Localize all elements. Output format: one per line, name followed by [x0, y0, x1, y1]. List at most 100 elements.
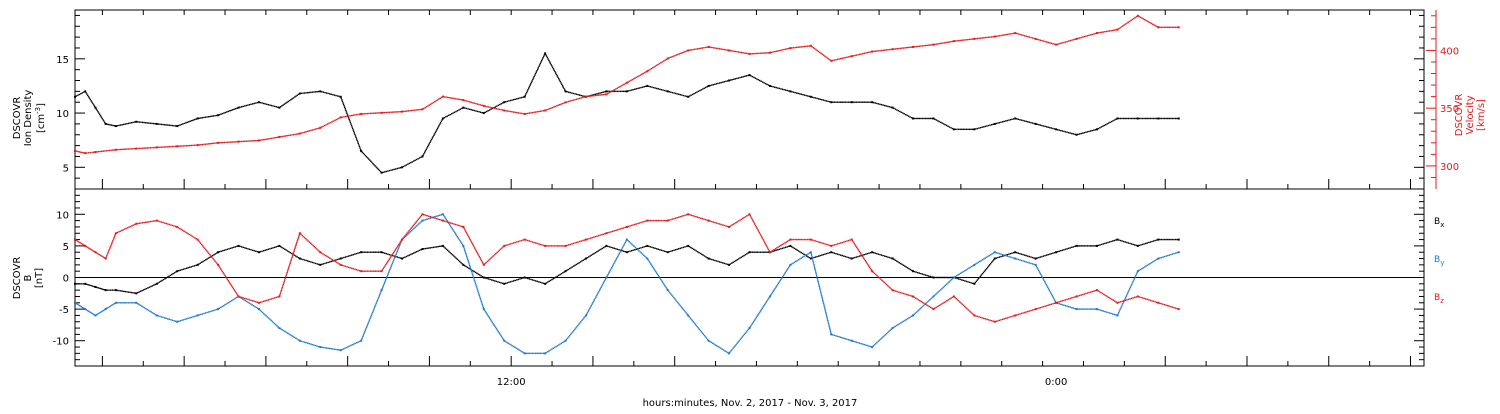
series-bottom0-dot — [915, 271, 917, 273]
series-top0-dot — [897, 110, 900, 112]
series-bottom1-dot — [497, 330, 499, 333]
series-top1-dot — [500, 109, 502, 111]
series-bottom2-dot — [882, 280, 884, 282]
series-bottom0-dot — [214, 253, 217, 255]
series-bottom2-dot — [255, 301, 257, 303]
series-top1-dot — [865, 52, 867, 54]
series-top1-point — [1157, 26, 1160, 29]
series-top1-dot — [479, 104, 482, 106]
series-bottom1-dot — [688, 315, 690, 318]
series-bottom0-dot — [1006, 253, 1009, 256]
series-top0-dot — [297, 93, 300, 96]
series-bottom1-dot — [357, 341, 359, 343]
series-bottom1-dot — [611, 266, 613, 269]
series-bottom0-dot — [1080, 245, 1082, 247]
series-bottom2-dot — [377, 270, 380, 272]
series-bottom2-dot — [849, 239, 851, 241]
series-bottom2-dot — [374, 270, 377, 272]
series-bottom1-dot — [151, 312, 154, 314]
series-top0-dot — [310, 91, 312, 94]
series-top0-dot — [390, 169, 392, 171]
series-bottom2-dot — [968, 310, 971, 312]
series-bottom0-dot — [273, 246, 276, 249]
series-bottom0-dot — [817, 255, 820, 257]
series-bottom1-dot — [266, 316, 269, 318]
series-top0-dot — [545, 55, 548, 57]
series-bottom2-dot — [92, 249, 94, 252]
series-bottom1-dot — [579, 322, 581, 324]
series-bottom1-dot — [413, 227, 415, 230]
series-top0-dot — [862, 101, 864, 103]
series-top0-dot — [78, 93, 81, 96]
series-bottom1-dot — [665, 286, 667, 289]
series-top1-dot — [608, 92, 610, 94]
series-bottom1-dot — [488, 316, 490, 318]
series-bottom1-dot — [586, 313, 588, 315]
series-top1-dot — [902, 47, 905, 49]
series-top1-point — [646, 70, 649, 73]
series-bottom1-dot — [350, 344, 352, 347]
series-bottom1-dot — [435, 215, 438, 217]
series-bottom2-dot — [397, 244, 400, 246]
series-bottom1-dot — [418, 223, 420, 225]
series-top0-point — [1034, 122, 1037, 125]
series-top0-dot — [747, 74, 749, 77]
series-top1-dot — [1085, 35, 1087, 37]
series-bottom0-point — [298, 257, 301, 260]
series-bottom2-dot — [945, 300, 947, 303]
series-bottom1-point — [891, 327, 894, 330]
series-bottom1-dot — [398, 244, 401, 247]
series-bottom2-dot — [517, 240, 520, 243]
series-bottom0-dot — [956, 277, 958, 280]
series-bottom1-dot — [288, 333, 290, 335]
series-top1-dot — [450, 97, 452, 99]
series-bottom0-dot — [472, 270, 474, 272]
series-bottom1-dot — [1040, 273, 1042, 276]
series-bottom2-dot — [128, 226, 130, 228]
series-bottom1-dot — [939, 289, 942, 291]
series-bottom2-dot — [757, 230, 760, 232]
series-bottom2-dot — [1008, 316, 1010, 319]
series-top0-dot — [702, 88, 704, 90]
series-top0-dot — [358, 145, 361, 148]
series-top0-dot — [130, 122, 133, 124]
series-top1-dot — [992, 36, 994, 38]
series-bottom1-point — [1116, 314, 1119, 317]
series-bottom2-dot — [741, 217, 744, 220]
series-bottom0-dot — [965, 280, 968, 283]
series-bottom1-dot — [126, 302, 128, 304]
series-bottom0-dot — [1072, 246, 1075, 248]
series-bottom1-dot — [123, 302, 125, 304]
series-bottom1-dot — [947, 282, 949, 284]
series-bottom1-dot — [925, 302, 927, 304]
series-top1-dot — [1130, 19, 1132, 22]
series-bottom0-dot — [1091, 245, 1093, 247]
series-bottom1-dot — [606, 275, 608, 277]
series-bottom2-dot — [417, 218, 420, 221]
series-bottom2-dot — [821, 242, 823, 244]
series-top1-dot — [229, 141, 232, 143]
series-bottom2-dot — [385, 263, 387, 266]
series-bottom1-point — [74, 301, 76, 304]
series-top1-dot — [857, 54, 859, 56]
series-top0-dot — [623, 90, 625, 93]
series-bottom1-dot — [377, 296, 380, 299]
series-top1-dot — [957, 39, 960, 42]
series-top0-dot — [899, 110, 901, 113]
series-top1-dot — [869, 51, 872, 53]
series-bottom2-dot — [736, 221, 738, 223]
series-bottom2-dot — [357, 269, 359, 271]
series-bottom0-dot — [415, 251, 418, 253]
series-bottom0-dot — [783, 247, 785, 249]
series-top1-dot — [715, 47, 718, 49]
series-bottom1-dot — [951, 277, 954, 280]
series-top0-point — [360, 150, 363, 153]
series-top1-dot — [494, 107, 496, 110]
series-bottom2-dot — [113, 237, 115, 239]
series-bottom2-dot — [302, 235, 305, 238]
series-bottom1-dot — [1052, 296, 1054, 298]
series-top1-dot — [964, 39, 966, 41]
series-bottom0-dot — [592, 253, 594, 256]
series-bottom0-dot — [897, 261, 899, 263]
series-top1-point — [544, 109, 547, 112]
